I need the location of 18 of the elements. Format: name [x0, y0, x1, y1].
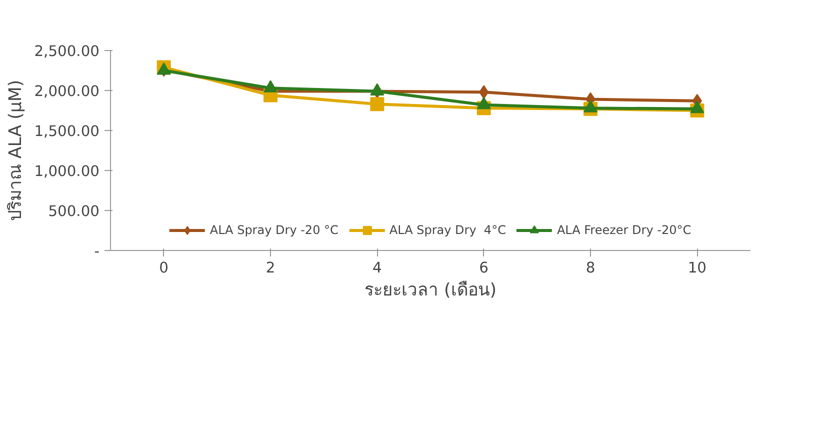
legend-label: ALA Freezer Dry -20°C — [556, 223, 692, 237]
point — [370, 97, 384, 112]
y-tick-label: 500.00 — [48, 203, 100, 220]
x-tick-label: 8 — [586, 260, 596, 276]
x-tick-label: 10 — [688, 260, 706, 276]
y-tick-label: 1,500.00 — [34, 123, 100, 140]
y-tick-label: 2,500.00 — [34, 43, 100, 60]
legend-label: ALA Spray Dry -20 °C — [210, 223, 338, 237]
y-tick-label: - — [94, 243, 100, 260]
x-tick-label: 0 — [159, 260, 168, 276]
x-tick-label: 2 — [266, 260, 276, 276]
y-tick-label: 2,000.00 — [34, 83, 100, 100]
legend-label: ALA Spray Dry 4°C — [389, 223, 506, 237]
x-tick-label: 6 — [479, 260, 488, 276]
x-tick-label: 4 — [372, 260, 382, 276]
y-tick-label: 1,000.00 — [34, 163, 100, 180]
x-axis-title: ระยะเวลา (เดือน) — [364, 280, 497, 300]
y-axis-title: ปริมาณ ALA (µM) — [6, 80, 26, 222]
